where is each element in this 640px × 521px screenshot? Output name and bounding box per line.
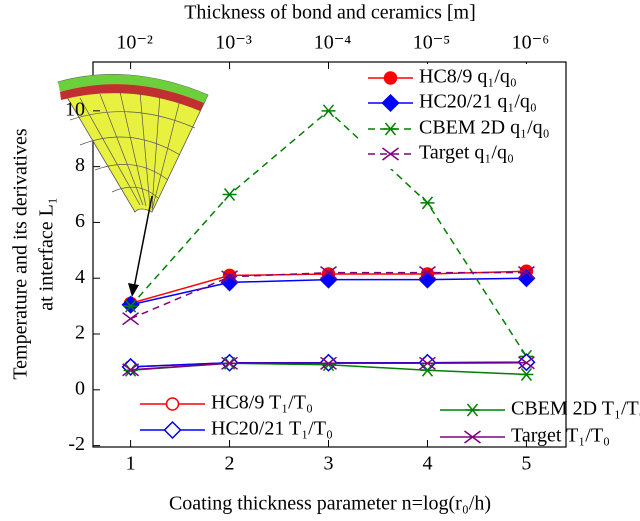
marker [385,72,397,84]
chart: Coating thickness parameter n=log(r₀/h) … [0,0,640,521]
marker [223,189,237,201]
marker [466,404,480,416]
legend-label: HC20/21 q₁/q₀ [419,91,537,113]
inset-mesh [58,74,208,212]
x2-axis-label: Thickness of bond and ceramics [m] [184,2,476,24]
legend-label: HC20/21 T₁/T₀ [211,418,333,440]
legend-label: CBEM 2D T₁/T₀ [511,398,640,420]
marker [123,359,139,375]
inset-arrow [128,196,152,297]
x2-tick-label: 10⁻⁵ [413,32,451,54]
x2-tick-label: 10⁻³ [215,32,252,54]
y-axis-label: at interface L₁ [36,197,58,311]
x-tick-label: 2 [225,453,235,475]
legend-label: HC8/9 q₁/q₀ [419,66,517,88]
x-tick-label: 1 [126,453,136,475]
y-tick-label: 10 [65,98,85,120]
legend-label: Target T₁/T₀ [511,425,610,447]
x2-tick-label: 10⁻⁴ [314,32,352,54]
x2-tick-label: 10⁻⁶ [512,32,550,54]
marker [165,422,181,438]
y-tick-label: 6 [75,210,85,232]
y-tick-label: 0 [75,377,85,399]
legend-label: CBEM 2D q₁/q₀ [419,117,550,139]
x-tick-label: 4 [422,453,432,475]
legend-label: Target q₁/q₀ [419,142,514,164]
y-tick-label: 4 [75,266,85,288]
x2-tick-label: 10⁻² [116,32,153,54]
marker [420,197,434,209]
x-tick-label: 5 [521,453,531,475]
marker [123,313,139,325]
marker [123,297,139,313]
y-tick-label: 2 [75,322,85,344]
x-tick-label: 3 [324,453,334,475]
marker [322,105,336,117]
marker [167,398,179,410]
y-tick-label: -2 [68,433,85,455]
y-tick-label: 8 [75,154,85,176]
legend-label: HC8/9 T₁/T₀ [211,392,313,414]
x-axis-label: Coating thickness parameter n=log(r₀/h) [169,493,491,515]
y-axis-label: Temperature and its derivatives [10,128,32,379]
